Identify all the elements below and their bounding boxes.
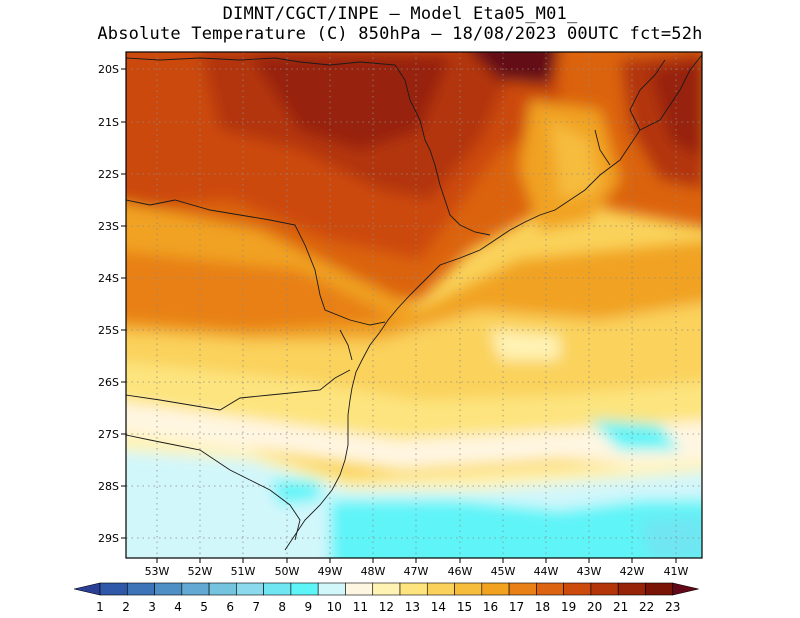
coastline-and-borders bbox=[126, 54, 702, 551]
colorbar-label: 19 bbox=[561, 600, 576, 614]
colorbar-label: 15 bbox=[457, 600, 472, 614]
colorbar-label: 23 bbox=[665, 600, 680, 614]
colorbar-swatch bbox=[208, 582, 237, 596]
colorbar-swatch bbox=[99, 582, 128, 596]
lon-label: 45W bbox=[491, 565, 516, 578]
lat-label: 25S bbox=[98, 324, 119, 337]
colorbar-max-arrow bbox=[672, 582, 699, 596]
colorbar-swatch bbox=[236, 582, 264, 596]
colorbar-swatch bbox=[645, 582, 674, 596]
colorbar-swatch bbox=[317, 582, 346, 596]
lon-label: 49W bbox=[318, 565, 343, 578]
lat-lon-grid bbox=[126, 52, 702, 558]
colorbar-label: 10 bbox=[327, 600, 342, 614]
lat-label: 29S bbox=[98, 532, 119, 545]
colorbar-swatch bbox=[536, 582, 564, 596]
colorbar-swatch bbox=[426, 582, 455, 596]
colorbar-label: 18 bbox=[535, 600, 550, 614]
colorbar-swatch bbox=[372, 582, 401, 596]
lat-label: 21S bbox=[98, 116, 119, 129]
lon-label: 44W bbox=[534, 565, 559, 578]
colorbar-label: 20 bbox=[587, 600, 602, 614]
longitude-axis: 53W 52W 51W 50W 49W 48W 47W 46W 45W 44W … bbox=[145, 558, 689, 578]
lon-label: 46W bbox=[448, 565, 473, 578]
lat-label: 22S bbox=[98, 168, 119, 181]
colorbar-swatch bbox=[590, 582, 619, 596]
lon-label: 42W bbox=[620, 565, 645, 578]
colorbar-label: 17 bbox=[509, 600, 524, 614]
temperature-field bbox=[126, 52, 702, 558]
lat-label: 26S bbox=[98, 376, 119, 389]
colorbar-label: 4 bbox=[174, 600, 182, 614]
colorbar-swatch bbox=[126, 582, 155, 596]
lon-label: 51W bbox=[231, 565, 256, 578]
colorbar-label: 12 bbox=[379, 600, 394, 614]
colorbar-swatch bbox=[617, 582, 646, 596]
colorbar-swatch bbox=[290, 582, 319, 596]
lat-label: 20S bbox=[98, 63, 119, 76]
map-title-line-2: Absolute Temperature (C) 850hPa – 18/08/… bbox=[97, 24, 703, 44]
latitude-axis: 20S 21S 22S 23S 24S 25S 26S 27S 28S 29S bbox=[98, 63, 126, 545]
colorbar-label: 16 bbox=[483, 600, 498, 614]
colorbar-label: 8 bbox=[278, 600, 286, 614]
colorbar-swatch bbox=[154, 582, 183, 596]
colorbar-label: 6 bbox=[226, 600, 234, 614]
colorbar-label: 3 bbox=[148, 600, 156, 614]
lat-label: 23S bbox=[98, 220, 119, 233]
colorbar-label: 11 bbox=[353, 600, 368, 614]
colorbar-label: 21 bbox=[613, 600, 628, 614]
lat-label: 28S bbox=[98, 480, 119, 493]
lon-label: 50W bbox=[275, 565, 300, 578]
colorbar-label: 1 bbox=[96, 600, 104, 614]
colorbar-label: 13 bbox=[405, 600, 420, 614]
lon-label: 43W bbox=[577, 565, 602, 578]
colorbar-swatch bbox=[481, 582, 510, 596]
colorbar-label: 14 bbox=[431, 600, 446, 614]
map-title-line-1: DIMNT/CGCT/INPE – Model Eta05_M01_ bbox=[222, 4, 578, 24]
lon-label: 47W bbox=[404, 565, 429, 578]
colorbar-swatch bbox=[181, 582, 210, 596]
colorbar-swatch bbox=[508, 582, 537, 596]
colorbar-swatch bbox=[345, 582, 374, 596]
lat-label: 24S bbox=[98, 272, 119, 285]
colorbar-label: 9 bbox=[304, 600, 312, 614]
lon-label: 52W bbox=[188, 565, 213, 578]
colorbar-label: 2 bbox=[122, 600, 130, 614]
colorbar-swatch bbox=[263, 582, 292, 596]
colorbar-label: 7 bbox=[252, 600, 260, 614]
lon-label: 41W bbox=[664, 565, 689, 578]
colorbar-swatch bbox=[563, 582, 592, 596]
lon-label: 53W bbox=[145, 565, 170, 578]
colorbar-label: 22 bbox=[639, 600, 654, 614]
colorbar: 1 2 3 4 5 6 7 8 9 10 11 12 13 14 15 16 17 18 19 20 21 22 23 bbox=[73, 582, 699, 614]
colorbar-swatch bbox=[399, 582, 428, 596]
colorbar-swatch bbox=[454, 582, 483, 596]
lat-label: 27S bbox=[98, 428, 119, 441]
map-frame bbox=[125, 51, 703, 559]
colorbar-label: 5 bbox=[200, 600, 208, 614]
colorbar-min-arrow bbox=[73, 582, 101, 596]
lon-label: 48W bbox=[361, 565, 386, 578]
